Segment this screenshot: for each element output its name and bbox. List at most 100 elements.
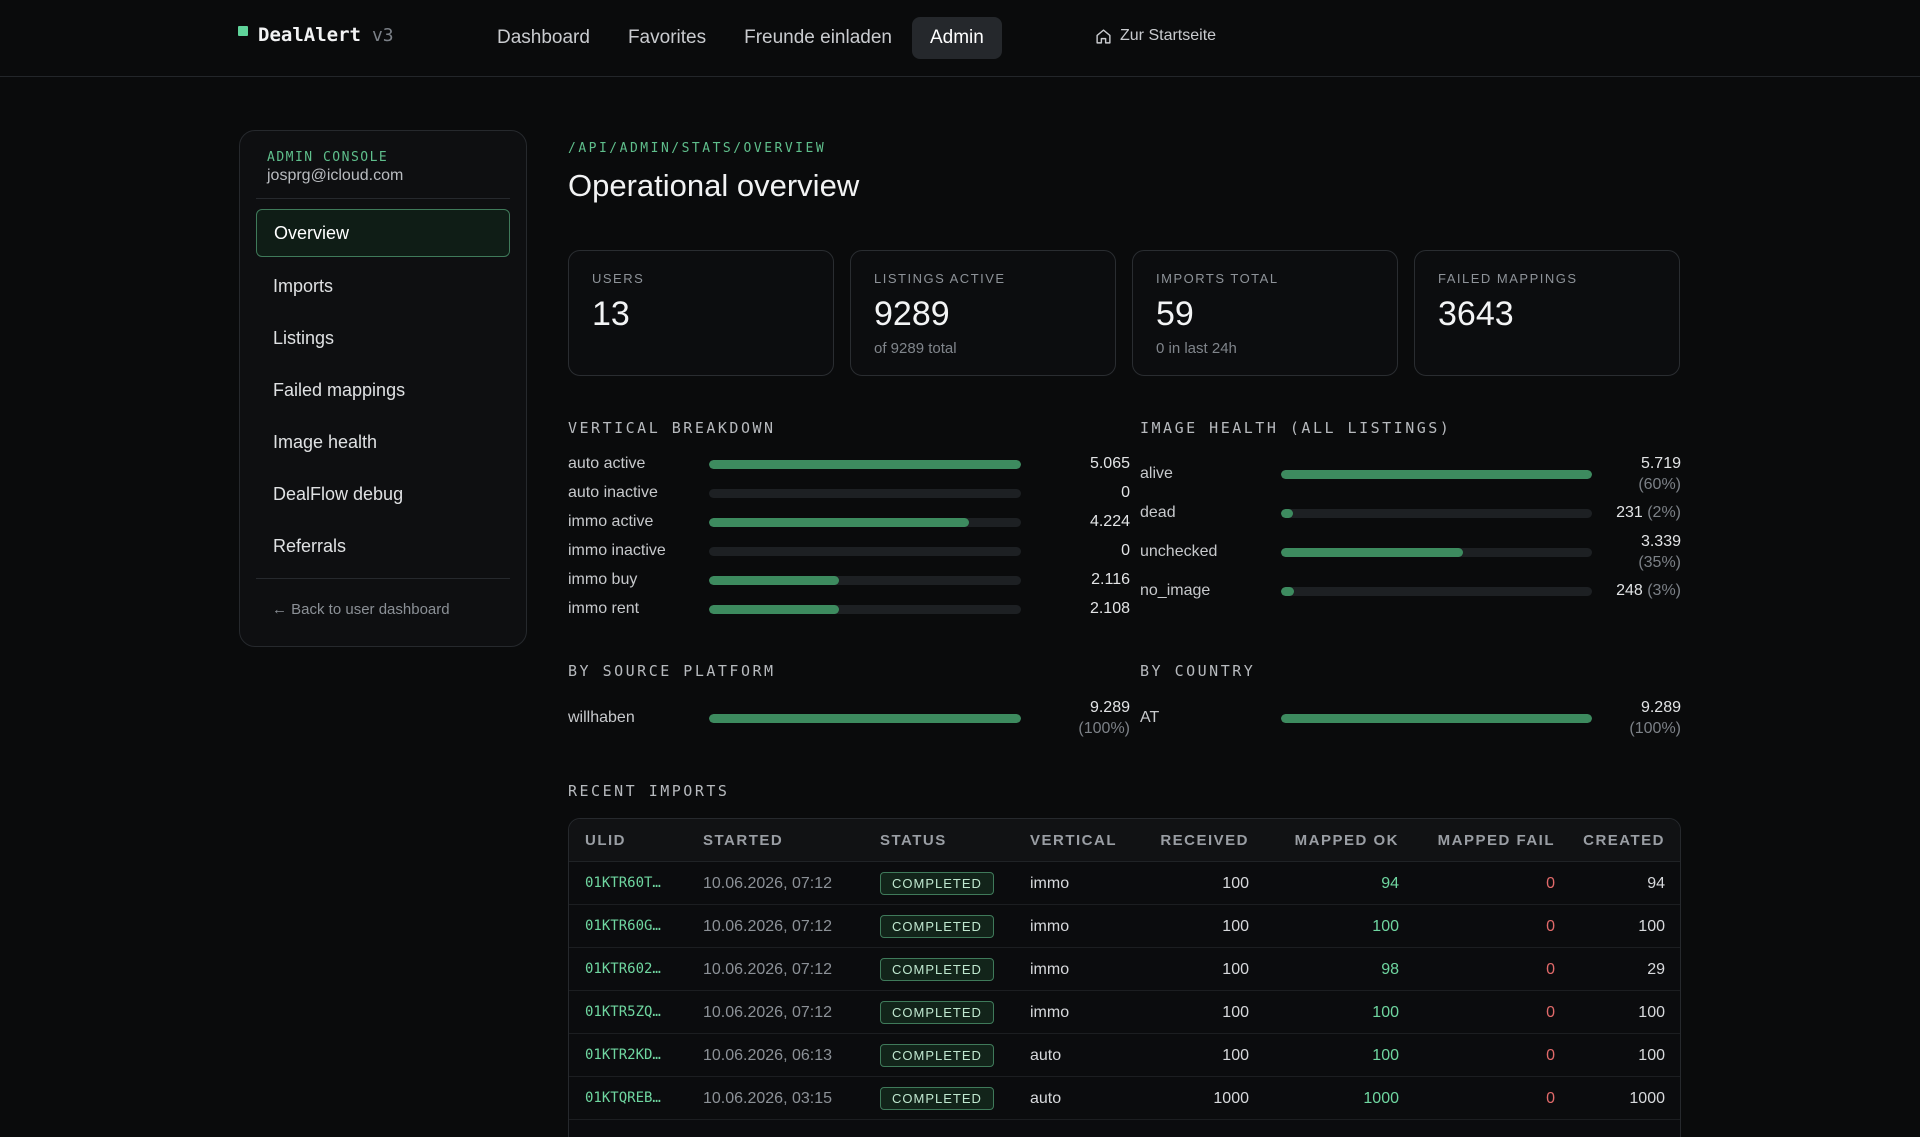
row-value: 0 — [1021, 542, 1130, 560]
row-percent: (35%) — [1638, 554, 1681, 571]
cell-mapped-ok: 100 — [1372, 1047, 1399, 1064]
row-count: 0 — [1121, 484, 1130, 501]
sidebar-item-overview[interactable]: Overview — [256, 209, 510, 257]
by-source-title: BY SOURCE PLATFORM — [568, 662, 776, 680]
admin-sidebar: ADMIN CONSOLE josprg@icloud.com Overview… — [239, 130, 527, 647]
row-label: dead — [1140, 504, 1176, 521]
progress-bar-track — [709, 576, 1021, 585]
status-badge: COMPLETED — [880, 872, 994, 895]
cell-ulid[interactable]: 01KTR60T… — [585, 875, 661, 891]
table-row[interactable]: 01KTR60G… 10.06.2026, 07:12 immo 100 100 0 100… — [569, 905, 1680, 948]
home-link[interactable]: Zur Startseite — [1095, 27, 1216, 45]
row-label: immo inactive — [568, 542, 666, 559]
row-count: 3.339 — [1640, 533, 1681, 550]
row-label: immo rent — [568, 600, 640, 617]
stat-label: USERS — [592, 271, 645, 286]
vertical-row: immo buy 2.116 — [568, 569, 1130, 593]
sidebar-item-referrals[interactable]: Referrals — [273, 536, 347, 556]
row-count: 2.116 — [1091, 571, 1130, 588]
cell-ulid[interactable]: 01KTR602… — [585, 961, 661, 977]
cell-mapped-ok: 100 — [1372, 1004, 1399, 1021]
row-label: alive — [1140, 465, 1173, 482]
col-started[interactable]: STARTED — [703, 832, 784, 849]
stat-card-failed-mappings: FAILED MAPPINGS 3643 — [1414, 250, 1680, 376]
nav-favorites[interactable]: Favorites — [627, 27, 707, 48]
progress-bar-track — [1281, 714, 1592, 723]
row-value: 2.116 — [1021, 571, 1130, 589]
cell-ulid[interactable]: 01KTR2KD… — [585, 1047, 661, 1063]
row-value: 3.339 — [1592, 533, 1681, 551]
cell-created: 100 — [1638, 1047, 1665, 1064]
vertical-row: immo active 4.224 — [568, 511, 1130, 535]
stat-sub: of 9289 total — [874, 340, 957, 357]
col-mapped-ok[interactable]: MAPPED OK — [1294, 832, 1399, 849]
col-vertical[interactable]: VERTICAL — [1030, 832, 1117, 849]
progress-bar-track — [709, 460, 1021, 469]
cell-mapped-ok: 94 — [1381, 875, 1399, 892]
stat-card-users: USERS 13 — [568, 250, 834, 376]
stat-value: 13 — [592, 295, 630, 333]
progress-bar-track — [709, 518, 1021, 527]
row-label: auto inactive — [568, 484, 658, 501]
table-row[interactable]: 01KTR602… 10.06.2026, 07:12 immo 100 98 0 29 CO… — [569, 948, 1680, 991]
progress-bar-fill — [709, 518, 970, 527]
table-row[interactable]: 01KTR60T… 10.06.2026, 07:12 immo 100 94 0 94 CO… — [569, 862, 1680, 905]
progress-bar-track — [1281, 509, 1592, 518]
col-mapped-fail[interactable]: MAPPED FAIL — [1437, 832, 1555, 849]
cell-started: 10.06.2026, 07:12 — [703, 1004, 833, 1021]
col-created[interactable]: CREATED — [1583, 832, 1665, 849]
vertical-row: immo rent 2.108 — [568, 598, 1130, 622]
sidebar-item-failed-mappings[interactable]: Failed mappings — [273, 380, 406, 400]
stat-label: LISTINGS ACTIVE — [874, 271, 1006, 286]
row-label: auto active — [568, 455, 646, 472]
sidebar-item-dealflow-debug[interactable]: DealFlow debug — [273, 484, 404, 504]
table-row[interactable]: 01KTR2KD… 10.06.2026, 06:13 auto 100 100 0 100… — [569, 1034, 1680, 1077]
row-percent: (3%) — [1647, 582, 1681, 599]
nav-invite-friends[interactable]: Freunde einladen — [744, 27, 892, 48]
cell-ulid[interactable]: 01KTR5ZQ… — [585, 1004, 661, 1020]
row-value: 0 — [1021, 484, 1130, 502]
cell-ulid[interactable]: 01KTR60G… — [585, 918, 661, 934]
row-value: 4.224 — [1021, 513, 1130, 531]
sidebar-user-email: josprg@icloud.com — [267, 167, 404, 184]
progress-bar-fill — [709, 576, 840, 585]
cell-received: 100 — [1222, 961, 1249, 978]
sidebar-item-listings[interactable]: Listings — [273, 328, 335, 348]
row-count: 248 — [1616, 582, 1643, 599]
col-ulid[interactable]: ULID — [585, 832, 626, 849]
image-health-row: unchecked 3.339 (35%) — [1140, 533, 1700, 571]
col-status[interactable]: STATUS — [880, 832, 947, 849]
progress-bar-fill — [1281, 714, 1592, 723]
image-health-row: no_image 248 (3%) — [1140, 576, 1700, 600]
row-value: 2.108 — [1021, 600, 1130, 618]
main-nav: Dashboard Favorites Freunde einladen Adm… — [479, 17, 1002, 59]
cell-started: 10.06.2026, 07:12 — [703, 875, 833, 892]
row-percent: (60%) — [1638, 476, 1681, 493]
cell-vertical: immo — [1030, 918, 1070, 935]
cell-started: 10.06.2026, 07:12 — [703, 918, 833, 935]
status-badge: COMPLETED — [880, 958, 994, 981]
sidebar-item-imports[interactable]: Imports — [273, 276, 334, 296]
sidebar-divider — [256, 578, 510, 579]
brand-logo-icon — [238, 26, 248, 36]
source-platform-row: willhaben 9.289 (100%) — [568, 699, 1130, 737]
progress-bar-track — [709, 489, 1021, 498]
table-row[interactable]: 01KTQREB… 10.06.2026, 03:15 auto 1000 1000 0 1… — [569, 1077, 1680, 1120]
nav-dashboard[interactable]: Dashboard — [497, 27, 590, 48]
cell-mapped-fail: 0 — [1546, 1004, 1555, 1021]
brand[interactable]: DealAlert v3 — [238, 24, 394, 46]
back-to-dashboard-link[interactable]: ← Back to user dashboard — [272, 601, 450, 618]
cell-received: 100 — [1222, 1047, 1249, 1064]
row-label: willhaben — [568, 709, 635, 726]
table-row[interactable]: 01KTR5ZQ… 10.06.2026, 07:12 immo 100 100 0 100… — [569, 991, 1680, 1034]
row-label: AT — [1140, 709, 1160, 726]
col-received[interactable]: RECEIVED — [1160, 832, 1249, 849]
progress-bar-fill — [1281, 587, 1295, 596]
cell-mapped-fail: 0 — [1546, 961, 1555, 978]
nav-admin[interactable]: Admin — [911, 17, 1002, 59]
cell-ulid[interactable]: 01KTQREB… — [585, 1090, 661, 1106]
home-link-label: Zur Startseite — [1120, 27, 1217, 44]
row-value: 9.289 — [1592, 699, 1681, 717]
page-title: Operational overview — [568, 168, 860, 203]
sidebar-item-image-health[interactable]: Image health — [273, 432, 378, 452]
